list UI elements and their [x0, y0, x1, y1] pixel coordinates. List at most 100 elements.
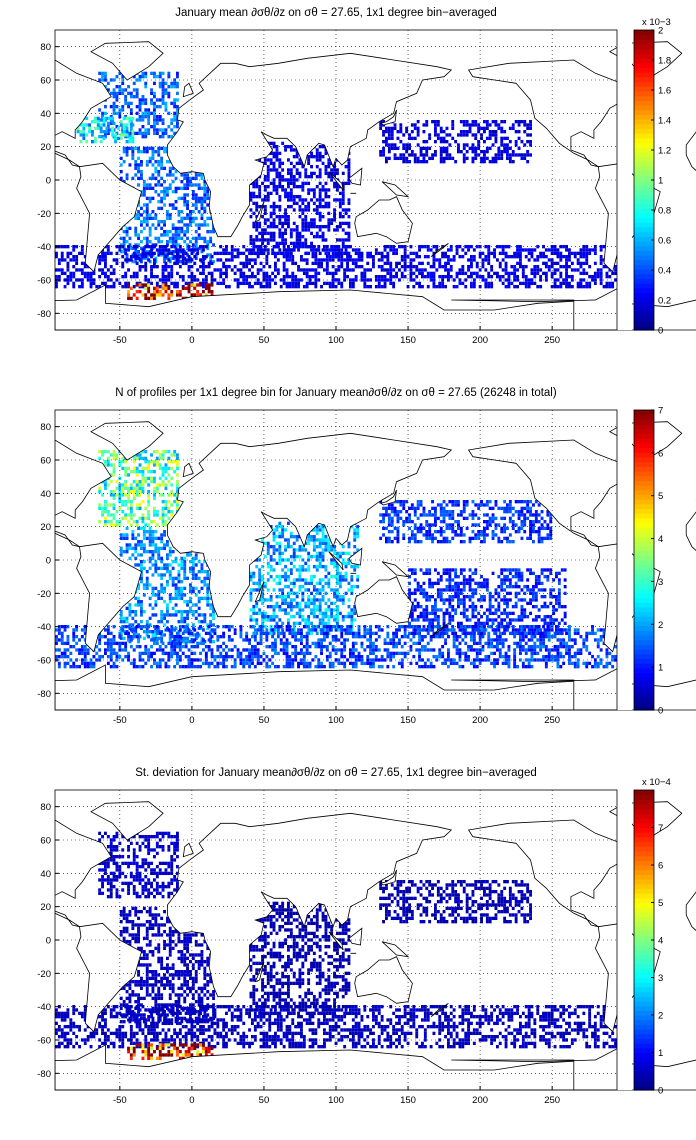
data-bin [200, 176, 204, 181]
data-bin [312, 188, 316, 192]
data-bin [148, 146, 152, 151]
data-bin [311, 255, 315, 259]
data-bin [302, 258, 306, 262]
data-bin [346, 265, 349, 269]
data-bin [347, 558, 351, 562]
data-bin [206, 626, 210, 631]
data-bin [301, 188, 305, 192]
data-bin [259, 248, 263, 252]
data-bin [315, 631, 319, 636]
data-bin [176, 91, 179, 96]
data-bin [434, 150, 437, 154]
data-bin [135, 486, 139, 491]
data-bin [154, 600, 158, 604]
data-bin [189, 183, 192, 187]
data-bin [109, 513, 113, 517]
data-bin [154, 613, 158, 617]
data-bin [389, 268, 393, 272]
data-bin [118, 523, 122, 527]
data-bin [155, 281, 159, 286]
colorbar-swatch [634, 100, 654, 106]
data-bin [199, 258, 202, 262]
data-bin [292, 548, 296, 552]
data-bin [128, 623, 132, 627]
colorbar-swatch [634, 123, 654, 130]
data-bin [203, 196, 207, 201]
data-bin [118, 463, 122, 467]
data-bin [396, 146, 400, 151]
data-bin [261, 241, 264, 246]
data-bin [137, 213, 140, 217]
data-bin [350, 575, 354, 579]
data-bin [390, 146, 394, 151]
data-bin [295, 231, 299, 236]
data-bin [134, 536, 138, 541]
data-bin [148, 176, 152, 181]
data-bin [138, 75, 142, 79]
data-bin [465, 130, 469, 134]
data-bin [393, 126, 397, 131]
data-bin [269, 141, 273, 146]
data-bin [203, 596, 207, 601]
data-bin [160, 196, 164, 201]
data-bin [474, 153, 478, 157]
data-bin [166, 243, 169, 247]
data-bin [312, 235, 316, 239]
data-bin [200, 570, 204, 574]
data-bin [336, 575, 339, 579]
data-bin [131, 623, 135, 627]
data-bin [252, 631, 256, 636]
data-bin [382, 120, 385, 124]
data-bin [396, 136, 400, 141]
data-bin [167, 466, 171, 471]
data-bin [184, 258, 188, 262]
data-bin [336, 605, 339, 609]
data-bin [157, 240, 161, 244]
data-bin [483, 126, 486, 131]
data-bin [168, 250, 172, 254]
data-bin [112, 450, 116, 454]
data-bin [524, 285, 528, 289]
data-bin [317, 265, 321, 269]
data-bin [274, 268, 277, 272]
data-bin [115, 91, 119, 96]
data-bin [282, 281, 286, 286]
data-bin [307, 225, 311, 229]
data-bin [145, 160, 149, 164]
data-bin [493, 255, 496, 259]
data-bin [98, 490, 102, 494]
data-bin [261, 595, 264, 599]
data-bin [176, 81, 179, 86]
data-bin [55, 285, 58, 289]
data-bin [310, 608, 313, 612]
data-bin [441, 285, 445, 289]
data-bin [278, 231, 282, 236]
data-bin [176, 473, 179, 477]
data-bin [325, 261, 329, 266]
data-bin [289, 161, 293, 166]
data-bin [155, 248, 159, 252]
data-bin [506, 156, 509, 161]
data-bin [252, 605, 256, 609]
data-bin [155, 510, 159, 514]
data-bin [297, 265, 300, 269]
data-bin [457, 146, 460, 151]
data-bin [203, 620, 207, 624]
data-bin [203, 576, 207, 581]
data-bin [526, 153, 530, 157]
data-bin [269, 231, 273, 236]
data-bin [147, 503, 151, 507]
coastline [348, 167, 363, 186]
data-bin [266, 598, 270, 602]
data-bin [338, 611, 342, 616]
data-bin [174, 226, 178, 231]
data-bin [406, 255, 410, 259]
data-bin [568, 258, 571, 262]
data-bin [438, 281, 442, 286]
data-bin [278, 185, 282, 189]
data-bin [298, 588, 302, 592]
data-bin [153, 121, 156, 126]
data-bin [194, 576, 198, 581]
data-bin [485, 120, 489, 124]
data-bin [295, 178, 299, 182]
